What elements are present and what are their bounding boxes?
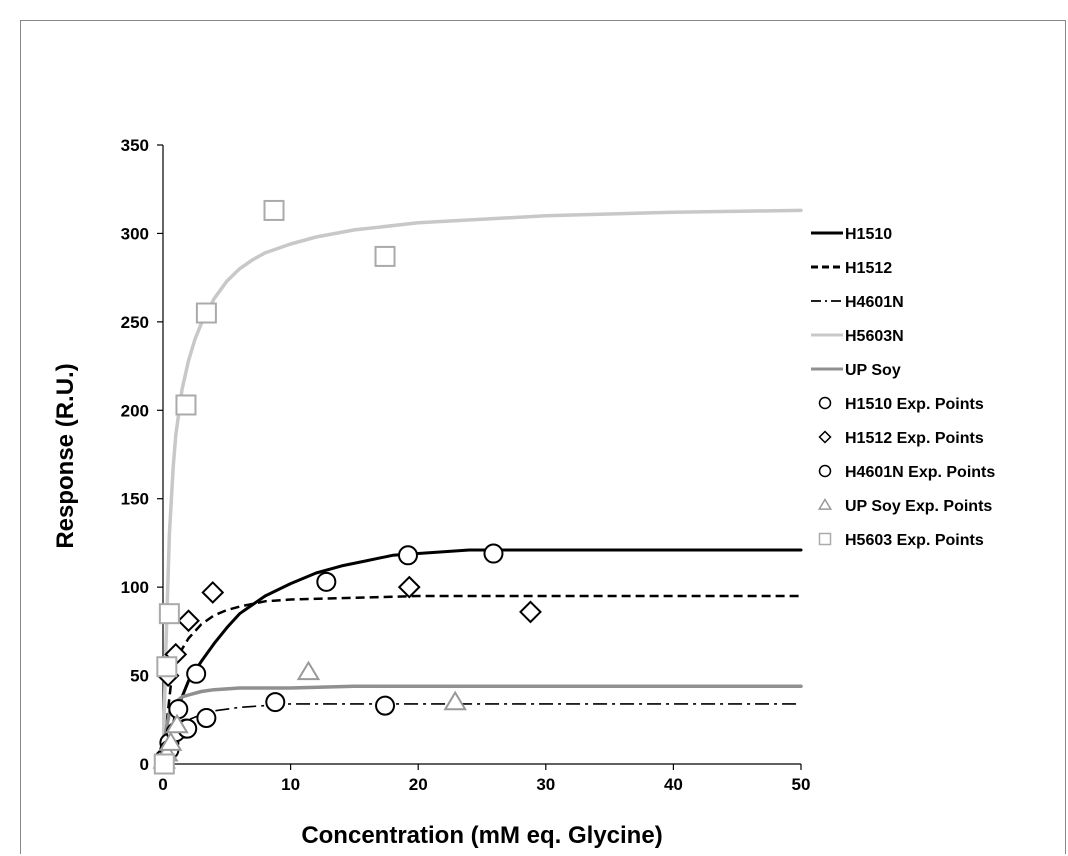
legend-label-up-soy: UP Soy [845, 362, 901, 379]
series-line-up-soy [161, 684, 803, 766]
legend-label-h5603-exp-points: H5603 Exp. Points [845, 532, 984, 549]
legend: H1510 H1512 H4601N H5603N UP Soy H1510 Exp. P… [811, 226, 995, 549]
y-tick-label: 300 [121, 224, 149, 243]
y-tick-label: 0 [140, 755, 149, 774]
y-tick-label: 350 [121, 136, 149, 155]
legend-swatch-h1512-exp-points [818, 430, 832, 444]
point-h1512-exp-points [397, 575, 421, 599]
point-h5603-exp-points [158, 603, 180, 625]
point-h1510-exp-points [186, 663, 207, 684]
series-line-h1510 [161, 548, 803, 766]
point-up-soy-exp-points [158, 731, 183, 751]
point-h5603-exp-points [374, 245, 396, 267]
y-tick-label: 150 [121, 490, 149, 509]
point-h5603-exp-points [263, 199, 285, 221]
y-tick-label: 250 [121, 313, 149, 332]
x-tick-label: 20 [409, 775, 428, 794]
y-tick-label: 200 [121, 401, 149, 420]
y-tick-label: 100 [121, 578, 149, 597]
legend-label-h1512-exp-points: H1512 Exp. Points [845, 430, 984, 447]
point-h1510-exp-points [316, 571, 337, 592]
legend-swatch-h1510-exp-points [818, 396, 832, 410]
series-line-h4601n [162, 703, 801, 765]
x-tick-label: 40 [664, 775, 683, 794]
legend-label-h5603n: H5603N [845, 328, 904, 345]
legend-label-h1510-exp-points: H1510 Exp. Points [845, 396, 984, 413]
x-tick-label: 50 [792, 775, 811, 794]
legend-label-h4601n: H4601N [845, 294, 904, 311]
point-h4601n-exp-points [265, 692, 286, 713]
legend-label-up-soy-exp-points: UP Soy Exp. Points [845, 498, 992, 515]
y-axis-title: Response (R.U.) [52, 363, 79, 548]
legend-label-h1512: H1512 [845, 260, 892, 277]
legend-label-h1510: H1510 [845, 226, 892, 243]
point-h5603-exp-points [195, 302, 217, 324]
series-points [152, 199, 542, 775]
point-up-soy-exp-points [296, 660, 321, 681]
series-lines [161, 208, 803, 766]
point-h4601n-exp-points [196, 708, 217, 729]
chart-frame [20, 20, 1066, 854]
point-h5603-exp-points [153, 753, 175, 775]
x-tick-label: 30 [536, 775, 555, 794]
legend-swatch-h4601n-exp-points [818, 464, 832, 478]
point-up-soy-exp-points [165, 713, 189, 734]
point-h1512-exp-points [177, 609, 200, 633]
series-line-h5603n [161, 208, 803, 766]
point-up-soy-exp-points [443, 690, 467, 711]
legend-swatch-up-soy-exp-points [817, 498, 833, 510]
point-h1510-exp-points [168, 699, 189, 720]
series-line-h1512 [161, 594, 801, 765]
x-tick-label: 0 [158, 775, 167, 794]
point-h1510-exp-points [483, 543, 504, 564]
x-tick-label: 10 [281, 775, 300, 794]
point-h5603-exp-points [156, 656, 178, 678]
point-h4601n-exp-points [375, 695, 396, 716]
point-h5603-exp-points [175, 394, 197, 416]
legend-swatch-h5603-exp-points [818, 532, 832, 546]
point-h1510-exp-points [397, 545, 418, 566]
point-h1512-exp-points [201, 581, 225, 604]
legend-label-h4601n-exp-points: H4601N Exp. Points [845, 464, 995, 481]
x-axis-title: Concentration (mM eq. Glycine) [301, 822, 662, 849]
axes: 0 10 20 30 40 50 0 50 100 150 200 250 300 350 [121, 136, 811, 794]
point-h1512-exp-points [519, 600, 542, 624]
y-tick-label: 50 [130, 667, 149, 686]
